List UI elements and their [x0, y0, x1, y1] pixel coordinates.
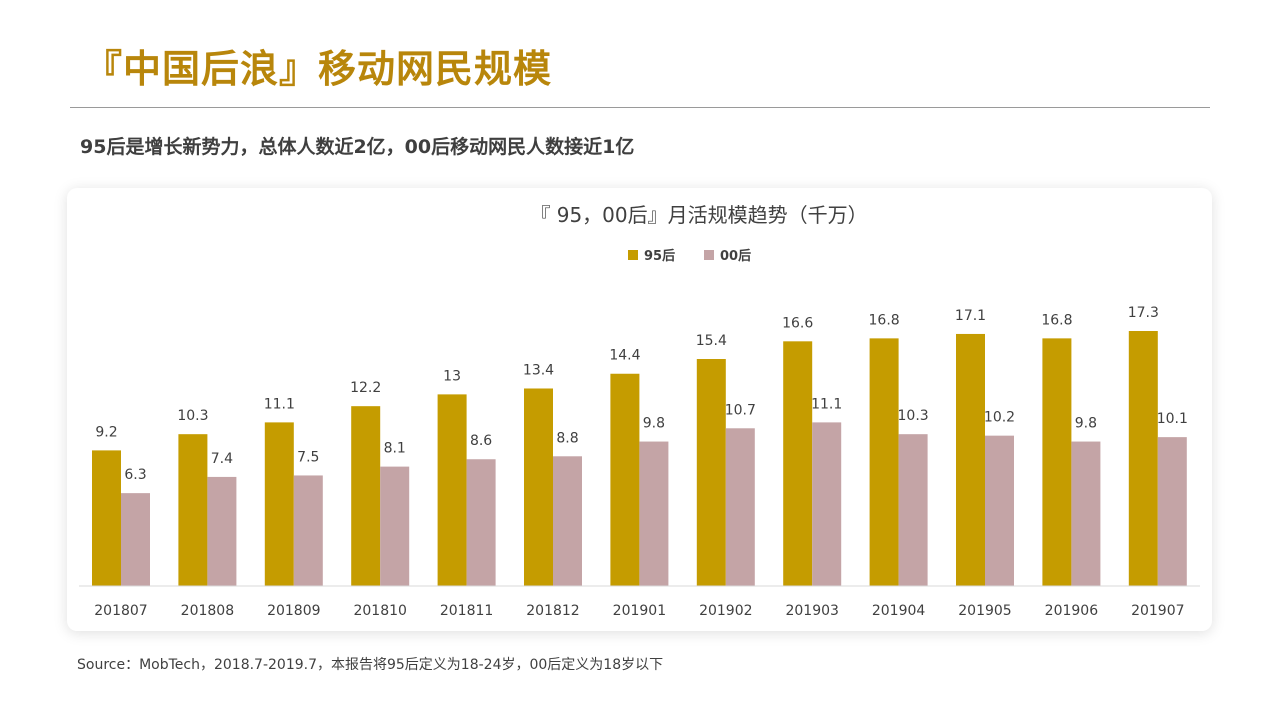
- bar-00-201810: [380, 466, 410, 586]
- data-label-95-201901: 14.4: [609, 348, 640, 364]
- data-label-95-201807: 9.2: [95, 424, 117, 440]
- data-label-00-201807: 6.3: [124, 467, 146, 483]
- legend-swatch-00: [704, 250, 714, 260]
- data-label-95-201903: 16.6: [782, 315, 813, 331]
- chart-legend: 95后 00后: [628, 248, 751, 264]
- chart-bars: 9.2 6.3 10.3 7.4 11.1 7.5 12.2 8.1 13 8.6 13.4 8.8 1…: [92, 305, 1188, 586]
- title-divider: [70, 107, 1210, 108]
- data-label-95-201907: 17.3: [1128, 305, 1159, 321]
- x-tick-label-201906: 201906: [1045, 603, 1099, 619]
- bar-95-201907: [1128, 331, 1158, 586]
- x-tick-label-201902: 201902: [699, 603, 752, 619]
- page-title: 『中国后浪』移动网民规模: [84, 47, 553, 91]
- x-axis-ticks: 201807 201808 201809 201810 201811 201812 2019…: [94, 603, 1184, 619]
- x-tick-label-201808: 201808: [181, 603, 234, 619]
- data-label-00-201905: 10.2: [984, 410, 1015, 426]
- x-tick-label-201905: 201905: [958, 603, 1011, 619]
- bar-95-201808: [178, 434, 208, 586]
- data-label-00-201810: 8.1: [384, 441, 406, 457]
- data-label-00-201906: 9.8: [1075, 416, 1097, 432]
- bar-95-201807: [92, 450, 121, 586]
- bar-00-201906: [1071, 441, 1101, 586]
- bar-95-201904: [869, 338, 899, 586]
- chart-title: 『 95，00后』月活规模趋势（千万）: [530, 203, 867, 227]
- source-note: Source：MobTech，2018.7-2019.7，本报告将95后定义为1…: [77, 657, 664, 673]
- bar-95-201812: [524, 388, 553, 586]
- x-tick-label-201904: 201904: [872, 603, 926, 619]
- bar-00-201901: [639, 441, 669, 586]
- legend-label-00: 00后: [720, 248, 751, 264]
- bar-00-201807: [121, 493, 150, 586]
- bar-00-201903: [812, 422, 842, 586]
- data-label-95-201904: 16.8: [869, 312, 900, 328]
- bar-95-201811: [437, 394, 467, 586]
- chart-card: 『 95，00后』月活规模趋势（千万） 95后 00后 9.2 6.3 10.3 7.4…: [67, 188, 1212, 631]
- data-label-00-201907: 10.1: [1157, 411, 1188, 427]
- data-label-95-201905: 17.1: [955, 308, 986, 324]
- data-label-95-201902: 15.4: [696, 333, 727, 349]
- data-label-00-201903: 11.1: [811, 396, 842, 412]
- bar-95-201902: [696, 359, 726, 586]
- bar-00-201809: [293, 475, 323, 586]
- bar-95-201901: [610, 373, 640, 586]
- x-tick-label-201901: 201901: [613, 603, 666, 619]
- data-label-00-201901: 9.8: [643, 416, 665, 432]
- x-tick-label-201812: 201812: [526, 603, 579, 619]
- bar-95-201906: [1042, 338, 1072, 586]
- x-tick-label-201807: 201807: [94, 603, 147, 619]
- data-label-00-201904: 10.3: [898, 408, 929, 424]
- data-label-95-201906: 16.8: [1041, 312, 1072, 328]
- data-label-95-201812: 13.4: [523, 362, 554, 378]
- x-tick-label-201903: 201903: [785, 603, 838, 619]
- legend-swatch-95: [628, 250, 638, 260]
- page-subtitle: 95后是增长新势力，总体人数近2亿，00后移动网民人数接近1亿: [80, 136, 635, 158]
- bar-00-201811: [466, 459, 496, 586]
- data-label-95-201810: 12.2: [350, 380, 381, 396]
- bar-00-201902: [725, 428, 755, 586]
- x-tick-label-201907: 201907: [1131, 603, 1184, 619]
- data-label-00-201808: 7.4: [211, 451, 233, 467]
- bar-95-201810: [351, 406, 381, 586]
- bar-95-201809: [264, 422, 294, 586]
- x-tick-label-201811: 201811: [440, 603, 493, 619]
- data-label-00-201902: 10.7: [725, 402, 756, 418]
- bar-00-201904: [898, 434, 928, 586]
- bar-chart: 『 95，00后』月活规模趋势（千万） 95后 00后 9.2 6.3 10.3 7.4…: [79, 203, 1200, 619]
- x-tick-label-201810: 201810: [353, 603, 406, 619]
- data-label-00-201809: 7.5: [297, 449, 319, 465]
- x-tick-label-201809: 201809: [267, 603, 320, 619]
- bar-00-201808: [207, 476, 237, 586]
- bar-00-201905: [985, 435, 1014, 586]
- bar-95-201905: [956, 333, 985, 586]
- data-label-00-201811: 8.6: [470, 433, 492, 449]
- data-label-95-201808: 10.3: [177, 408, 208, 424]
- data-label-95-201811: 13: [443, 368, 461, 384]
- legend-label-95: 95后: [644, 248, 675, 264]
- bar-95-201903: [783, 341, 813, 586]
- data-label-95-201809: 11.1: [264, 396, 295, 412]
- bar-00-201907: [1157, 437, 1187, 586]
- data-label-00-201812: 8.8: [556, 430, 578, 446]
- bar-00-201812: [553, 456, 582, 586]
